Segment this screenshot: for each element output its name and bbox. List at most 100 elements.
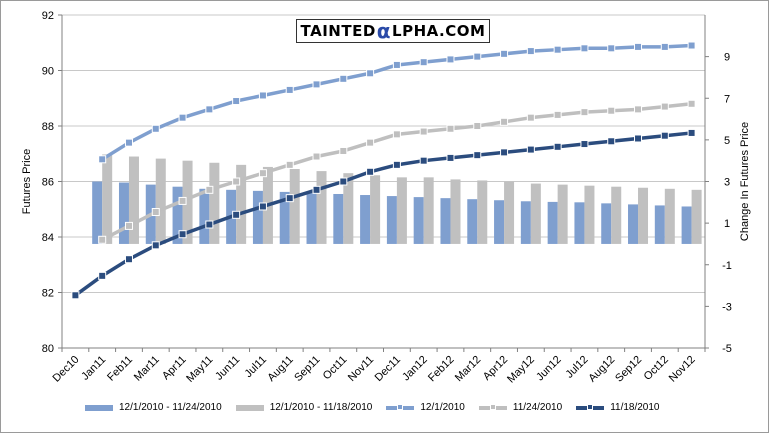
y-tick-label-right: 9 (724, 52, 730, 64)
line-marker (446, 55, 455, 64)
legend-item: 11/18/2010 (576, 402, 660, 413)
bar (467, 199, 478, 244)
brand-alpha: α (376, 19, 392, 43)
x-tick-label: Dec10 (51, 354, 82, 385)
x-tick-label: Feb12 (426, 354, 457, 385)
x-tick-label: Oct12 (642, 354, 671, 383)
legend-item: 12/1/2010 - 11/18/2010 (235, 402, 372, 413)
line-marker (580, 44, 589, 53)
line-marker (178, 196, 187, 205)
x-tick-label: Mar11 (132, 354, 162, 384)
line-marker (178, 230, 187, 239)
legend-item: 12/1/2010 - 11/24/2010 (85, 402, 222, 413)
line-marker (392, 130, 401, 139)
line-marker (339, 177, 348, 186)
line-marker (500, 49, 509, 58)
legend-swatch (235, 404, 264, 411)
line-marker (553, 45, 562, 54)
y-tick-label-right: 7 (724, 93, 730, 105)
x-tick-label: Jun11 (213, 354, 242, 383)
line-marker (580, 140, 589, 149)
line-marker (366, 138, 375, 147)
bar (638, 187, 649, 244)
y-tick-label-left: 86 (42, 177, 54, 189)
line-marker (660, 102, 669, 111)
y-tick-label-right: 5 (724, 135, 730, 147)
line-marker (366, 69, 375, 78)
bar (236, 164, 247, 244)
x-tick-label: Oct11 (321, 354, 350, 383)
legend-marker (587, 403, 594, 410)
line-marker (339, 74, 348, 83)
line-marker (687, 128, 696, 137)
y-tick-label-left: 92 (42, 10, 54, 22)
y-tick-label-right: -3 (722, 301, 732, 313)
bar (128, 156, 139, 244)
bar (664, 188, 675, 244)
line-marker (580, 108, 589, 117)
line-marker (258, 202, 267, 211)
legend-item: 12/1/2010 (386, 402, 465, 413)
bar (209, 162, 220, 244)
x-tick-label: Nov11 (346, 354, 376, 384)
line-marker (98, 155, 107, 164)
legend-label: 11/18/2010 (610, 402, 660, 413)
legend-marker (489, 403, 496, 410)
bar (370, 175, 381, 244)
line-marker (312, 80, 321, 89)
line-marker (285, 160, 294, 169)
bar (333, 193, 344, 244)
line-marker (419, 127, 428, 136)
bar (306, 192, 317, 244)
bar (252, 190, 263, 244)
brand-pre: TAINTED (300, 22, 376, 40)
line-marker (553, 142, 562, 151)
bar (155, 158, 166, 244)
line-marker (312, 152, 321, 161)
line-marker (285, 85, 294, 94)
line-marker (419, 156, 428, 165)
x-tick-label: May11 (184, 354, 215, 385)
x-tick-label: Jan11 (79, 354, 108, 383)
line-marker (232, 210, 241, 219)
x-tick-label: Aug12 (586, 354, 617, 385)
line-marker (473, 122, 482, 130)
line-marker (660, 131, 669, 140)
line-marker (500, 148, 509, 157)
x-tick-label: Jan12 (400, 354, 430, 384)
bar (601, 203, 612, 244)
x-tick-label: Dec11 (373, 354, 403, 384)
bar (477, 180, 488, 244)
bar (611, 186, 622, 244)
x-tick-label: Sep12 (613, 354, 644, 385)
line-marker (392, 60, 401, 69)
bar (360, 195, 371, 244)
x-tick-label: May12 (505, 354, 537, 386)
line-marker (124, 255, 133, 264)
bar (279, 191, 290, 244)
y-tick-label-left: 84 (42, 232, 54, 244)
bar (681, 206, 692, 244)
series-line (73, 131, 694, 298)
x-tick-label: Feb11 (105, 354, 135, 384)
line-marker (339, 146, 348, 155)
line-marker (687, 41, 696, 50)
y-tick-label-left: 82 (42, 288, 54, 300)
legend-label: 11/24/2010 (512, 402, 563, 413)
bar (172, 186, 183, 244)
bar (450, 179, 461, 244)
line-marker (473, 151, 482, 160)
line-marker (607, 137, 616, 146)
bar (182, 160, 193, 244)
bar (547, 201, 558, 244)
line-marker (178, 113, 187, 122)
x-tick-label: Nov12 (667, 354, 698, 385)
bar (118, 182, 129, 244)
line-marker (526, 47, 535, 56)
line-marker (285, 194, 294, 203)
legend-swatch (478, 403, 507, 410)
line-marker (205, 105, 214, 114)
bar (584, 185, 595, 244)
legend-swatch (576, 403, 605, 410)
